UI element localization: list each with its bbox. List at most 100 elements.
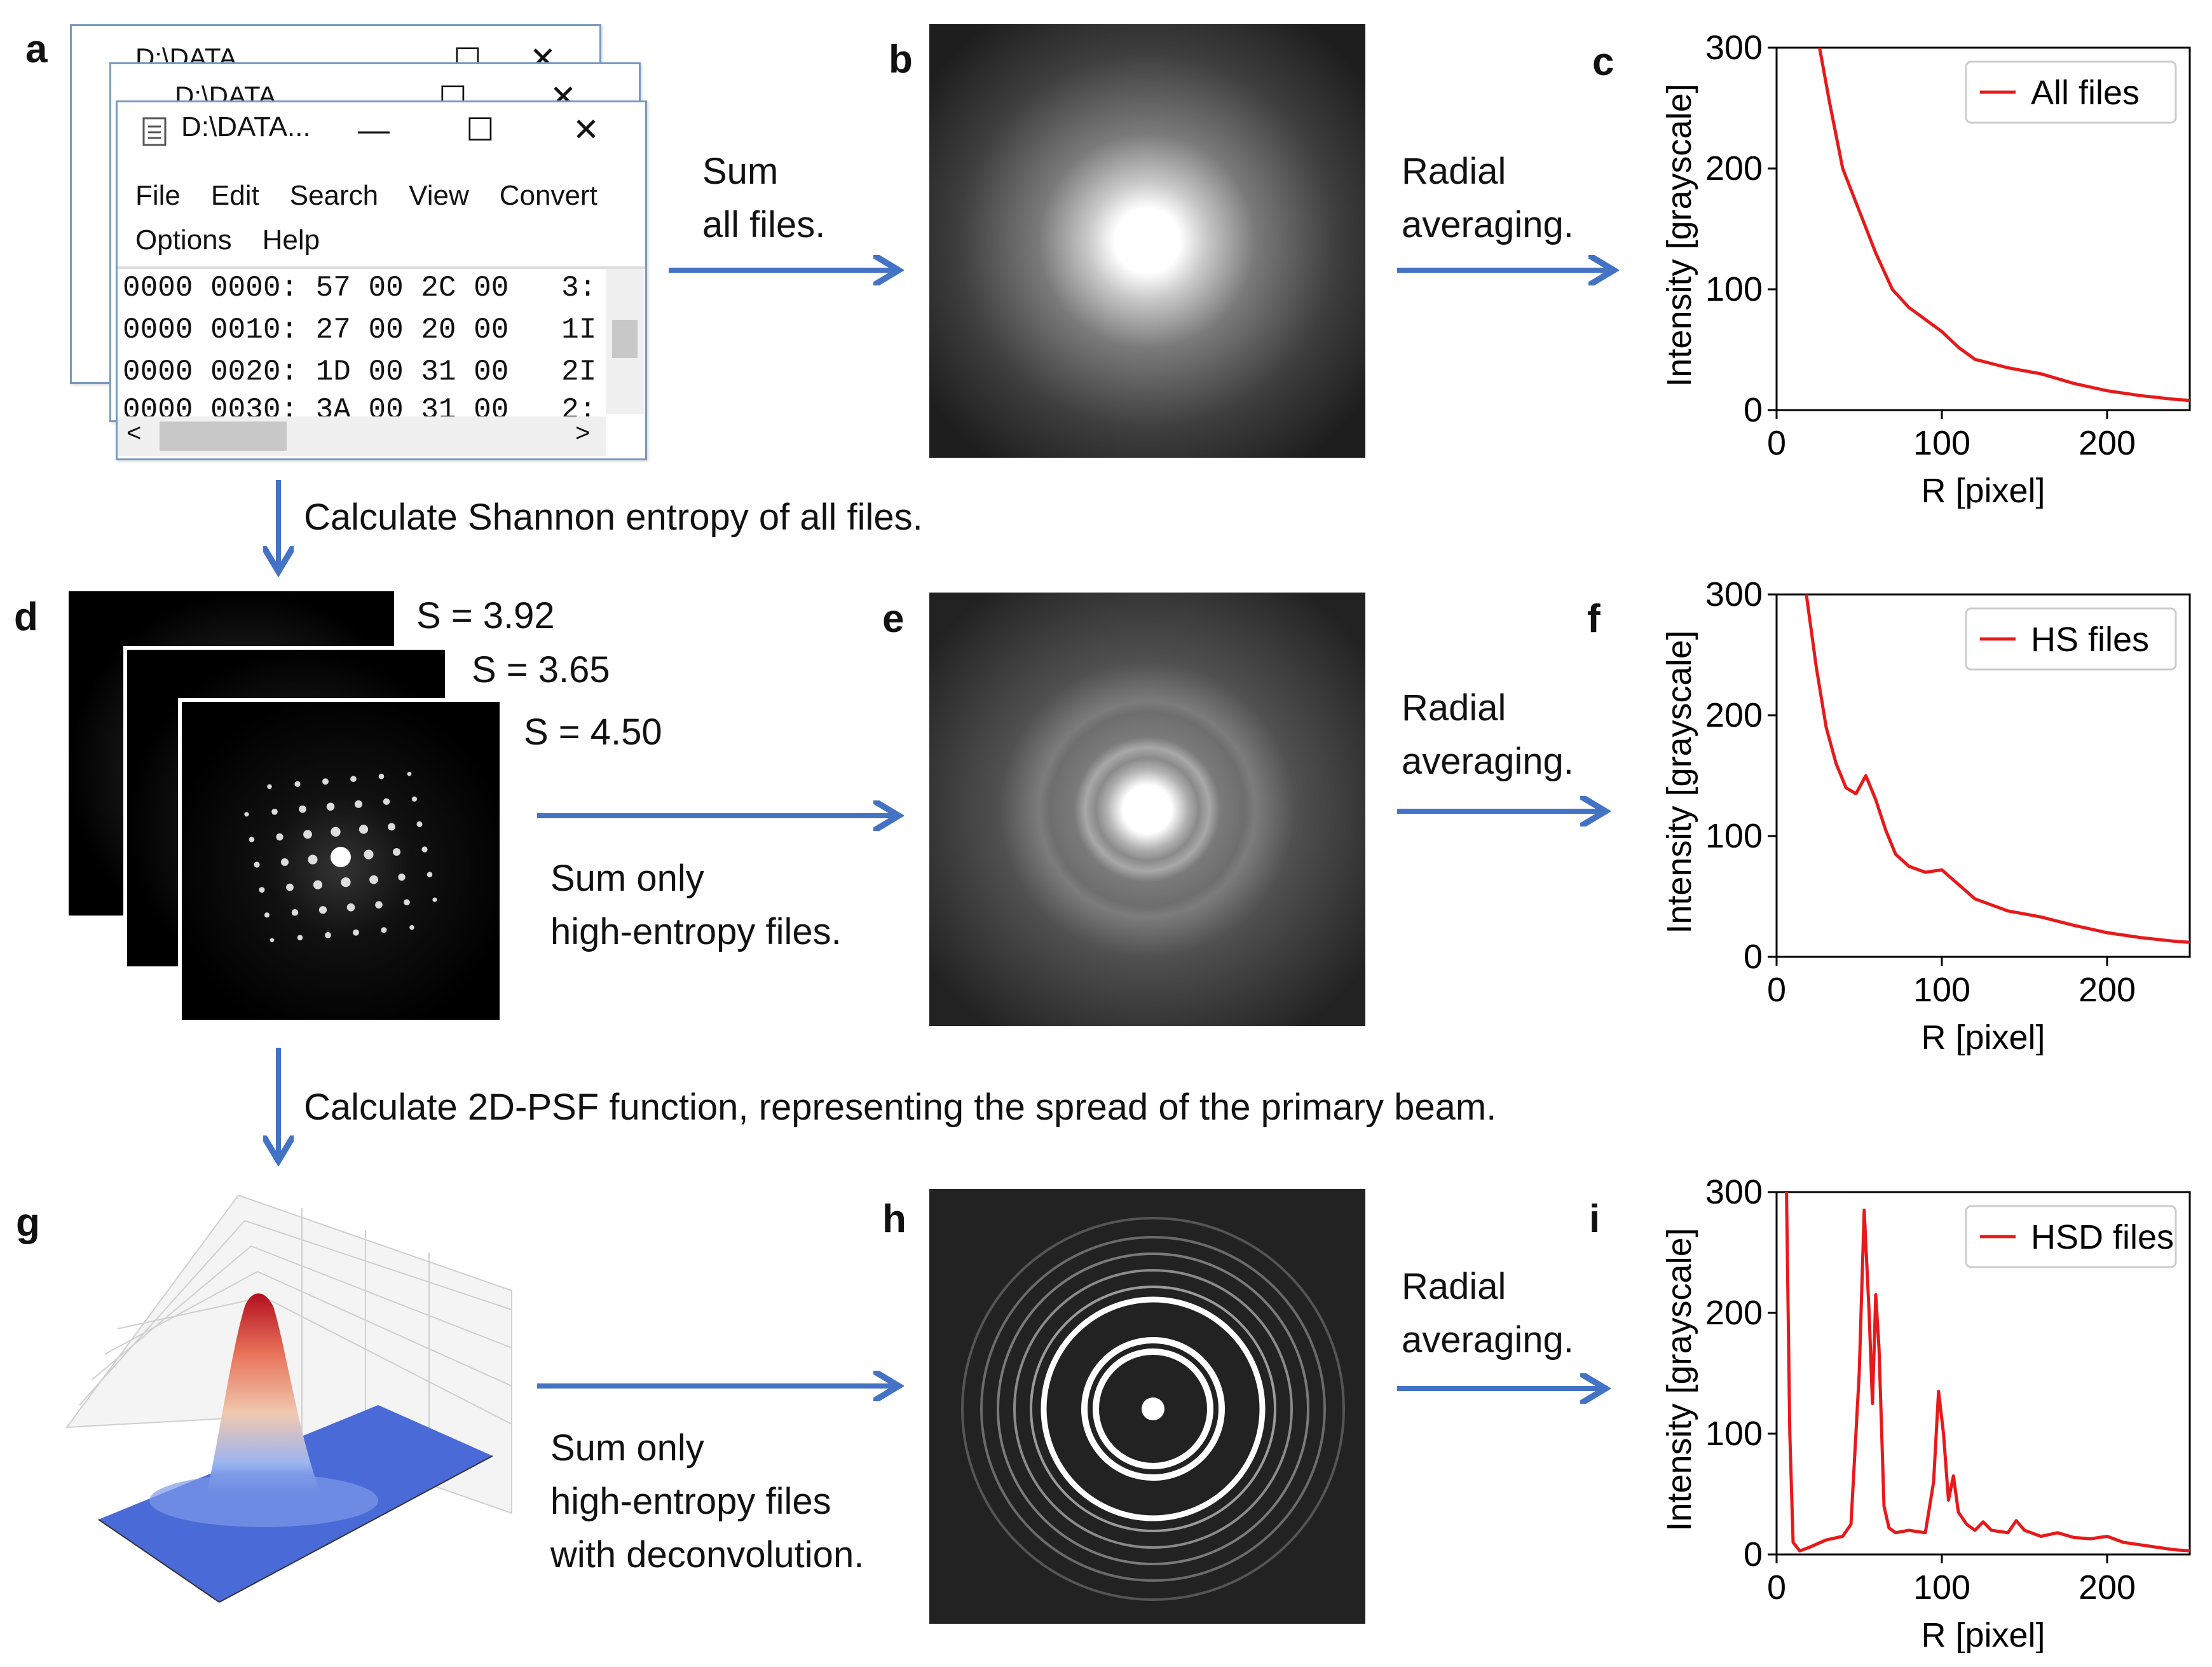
x-tick-label: 0 <box>1767 1568 1786 1607</box>
menu-help[interactable]: Help <box>262 224 320 256</box>
legend-box <box>1965 60 2177 124</box>
diffraction-spot <box>264 912 270 918</box>
menu-search[interactable]: Search <box>289 180 379 211</box>
legend-box <box>1965 1205 2177 1268</box>
diffraction-spot <box>411 796 418 802</box>
diffraction-spot <box>267 784 272 789</box>
diffraction-frame-3 <box>178 698 503 1024</box>
radial-profile-all-files: 0 100 200 300 0 100 200 R [pixel] Intensity [gra… <box>1660 29 2191 509</box>
hex-line: 0000 0030: 3A 00 31 00 2: <box>123 394 597 416</box>
panel-label-e: e <box>882 597 905 641</box>
diffraction-spot <box>276 833 283 841</box>
y-axis-label: Intensity [grayscale] <box>1660 1228 1698 1531</box>
caption-sum-line2: all files. <box>702 204 826 245</box>
diffraction-spot <box>313 880 323 889</box>
hex-line: 0000 0020: 1D 00 31 00 2I <box>123 355 597 388</box>
panel-label-h: h <box>882 1197 906 1241</box>
y-tick-label: 100 <box>1705 1415 1763 1453</box>
y-tick-label: 0 <box>1744 938 1763 976</box>
panel-label-g: g <box>16 1201 40 1245</box>
caption-radial-c-2: averaging. <box>1402 204 1574 245</box>
diffraction-spot <box>432 897 437 902</box>
scroll-right-icon[interactable]: > <box>575 419 591 447</box>
scroll-left-icon[interactable]: < <box>126 419 142 447</box>
radial-profile-hs-files: 0 100 200 300 0 100 200 R [pixel] Intensity [gra… <box>1660 575 2191 1055</box>
diffraction-spot <box>416 821 423 827</box>
caption-sum-hsd-3: with deconvolution. <box>550 1534 864 1575</box>
diffraction-spot <box>392 847 401 856</box>
hex-line: 0000 0000: 57 00 2C 00 3: <box>123 271 597 305</box>
diffraction-spot <box>350 776 357 783</box>
menu-view[interactable]: View <box>409 180 469 211</box>
y-tick-label: 300 <box>1705 1173 1763 1211</box>
y-tick-label: 200 <box>1705 696 1763 734</box>
caption-sum-line1: Sum <box>702 151 779 192</box>
legend-label: All files <box>2031 74 2140 112</box>
diffraction-spot <box>297 935 303 941</box>
title-bar: D:\DATA... — ☐ ✕ <box>118 102 645 158</box>
menu-bar: File Edit Search View Convert <box>135 180 628 212</box>
y-tick-label: 200 <box>1705 149 1763 188</box>
diffraction-spot <box>404 899 410 905</box>
close-icon[interactable]: ✕ <box>573 112 599 147</box>
y-tick-label: 0 <box>1744 1535 1763 1574</box>
diffraction-spot <box>326 802 335 811</box>
caption-sum-hs-1: Sum only <box>550 858 704 899</box>
y-tick-label: 300 <box>1705 29 1763 67</box>
legend-label: HSD files <box>2031 1218 2174 1256</box>
caption-radial-f-1: Radial <box>1402 687 1506 729</box>
menu-edit[interactable]: Edit <box>210 180 259 211</box>
diffraction-spot <box>427 872 433 877</box>
diffraction-spot <box>407 771 412 776</box>
entropy-value-1: S = 3.92 <box>416 595 555 636</box>
menu-convert[interactable]: Convert <box>499 180 597 211</box>
x-tick-label: 100 <box>1913 424 1970 462</box>
diffraction-spot <box>346 903 355 912</box>
panel-label-c: c <box>1592 40 1615 84</box>
diffraction-spot <box>381 927 387 933</box>
x-tick-label: 200 <box>2079 424 2136 462</box>
x-tick-label: 0 <box>1767 971 1786 1009</box>
diffraction-spot <box>341 877 351 888</box>
diffraction-spot <box>354 800 363 808</box>
hex-window-front: D:\DATA... — ☐ ✕ File Edit Search View Conve… <box>116 100 647 460</box>
entropy-value-3: S = 4.50 <box>524 711 662 753</box>
scroll-thumb[interactable] <box>612 320 638 358</box>
menu-options[interactable]: Options <box>135 224 232 256</box>
diffraction-spot <box>364 849 374 860</box>
scroll-thumb[interactable] <box>160 422 287 451</box>
diffraction-spot <box>259 887 265 893</box>
menu-file[interactable]: File <box>135 180 181 211</box>
x-tick-label: 200 <box>2079 971 2136 1009</box>
caption-radial-i-1: Radial <box>1402 1266 1506 1307</box>
hex-line: 0000 0010: 27 00 20 00 1I <box>123 313 597 346</box>
data-series-line <box>1805 594 2190 944</box>
panel-label-f: f <box>1587 597 1601 641</box>
caption-psf-step: Calculate 2D-PSF function, representing … <box>304 1087 1497 1128</box>
caption-sum-hsd-1: Sum only <box>550 1427 704 1469</box>
diffraction-spot <box>375 901 383 909</box>
y-tick-label: 100 <box>1705 817 1763 855</box>
diffraction-spot <box>271 809 278 815</box>
vertical-scrollbar[interactable] <box>606 269 644 414</box>
maximize-icon[interactable]: ☐ <box>466 112 495 147</box>
diffraction-spot <box>308 854 318 865</box>
y-axis-label: Intensity [grayscale] <box>1660 83 1698 387</box>
diffraction-spot <box>322 778 329 785</box>
diffraction-spot <box>421 846 428 853</box>
divider <box>118 266 645 269</box>
minimize-icon[interactable]: — <box>358 112 390 147</box>
psf-surface-plot <box>65 1195 512 1603</box>
caption-entropy-step: Calculate Shannon entropy of all files. <box>304 497 923 538</box>
caption-radial-c-1: Radial <box>1402 151 1506 192</box>
horizontal-scrollbar[interactable]: < > <box>118 416 606 456</box>
caption-sum-hsd-2: high-entropy files <box>550 1481 831 1522</box>
y-tick-label: 300 <box>1705 575 1763 614</box>
x-tick-label: 100 <box>1913 971 1970 1009</box>
diffraction-image-all-files <box>929 24 1365 458</box>
panel-label-d: d <box>14 595 38 639</box>
x-axis-label: R [pixel] <box>1921 1019 2045 1055</box>
caption-radial-i-2: averaging. <box>1402 1319 1574 1361</box>
diffraction-spot <box>249 837 255 842</box>
y-tick-label: 200 <box>1705 1294 1763 1332</box>
